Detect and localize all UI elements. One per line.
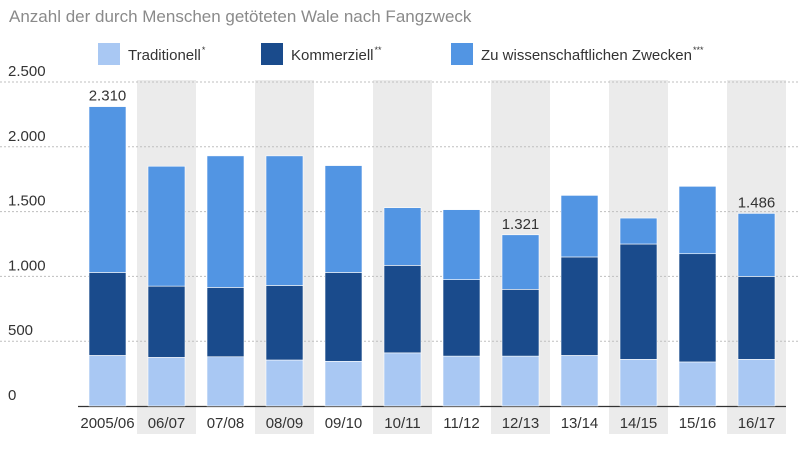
- bar-segment-kommerziell: [265, 285, 304, 361]
- legend-swatch: [98, 43, 120, 65]
- legend-label: Traditionell: [128, 47, 201, 64]
- bar-segment-wissenschaftlich: [147, 165, 186, 287]
- bar-segment-wissenschaftlich: [206, 155, 245, 288]
- legend-swatch: [261, 43, 283, 65]
- bar-segment-wissenschaftlich: [324, 165, 363, 273]
- bar-segment-traditionell: [147, 357, 186, 407]
- bar-segment-wissenschaftlich: [501, 234, 540, 290]
- x-tick-label: 11/12: [443, 415, 479, 432]
- legend-swatch: [451, 43, 473, 65]
- x-tick-label: 09/10: [325, 415, 363, 432]
- bar-segment-traditionell: [560, 355, 599, 407]
- bar-segment-wissenschaftlich: [383, 207, 422, 266]
- bar-segment-kommerziell: [324, 272, 363, 362]
- x-tick-label: 12/13: [502, 415, 540, 432]
- bar-segment-wissenschaftlich: [265, 155, 304, 286]
- x-tick-label: 06/07: [148, 415, 186, 432]
- bar-segment-kommerziell: [206, 287, 245, 358]
- legend-label: Kommerziell: [291, 47, 374, 64]
- bar-segment-wissenschaftlich: [442, 209, 481, 280]
- bar-segment-traditionell: [383, 352, 422, 407]
- legend-superscript: ***: [693, 45, 704, 55]
- x-tick-label: 14/15: [620, 415, 658, 432]
- bar-segment-traditionell: [265, 359, 304, 407]
- bar-segment-kommerziell: [678, 253, 717, 363]
- x-tick-label: 13/14: [561, 415, 599, 432]
- bar-segment-wissenschaftlich: [737, 213, 776, 277]
- bar-segment-kommerziell: [619, 243, 658, 360]
- data-label: 1.486: [738, 194, 776, 211]
- x-tick-label: 08/09: [266, 415, 304, 432]
- bar-segment-wissenschaftlich: [88, 106, 127, 273]
- bar-segment-traditionell: [501, 355, 540, 407]
- y-tick-label: 1.000: [8, 257, 46, 274]
- bar-segment-kommerziell: [737, 276, 776, 360]
- bar-segment-kommerziell: [560, 256, 599, 356]
- bar-segment-kommerziell: [501, 289, 540, 357]
- bar-segment-traditionell: [324, 360, 363, 407]
- y-tick-label: 1.500: [8, 193, 46, 210]
- y-tick-label: 500: [8, 322, 33, 339]
- bar-segment-kommerziell: [383, 265, 422, 354]
- gridlines: [0, 81, 800, 408]
- bar-segment-wissenschaftlich: [619, 217, 658, 245]
- bar-segment-traditionell: [206, 356, 245, 407]
- bar-segment-traditionell: [442, 355, 481, 407]
- bar-segment-kommerziell: [147, 285, 186, 358]
- bar-segment-wissenschaftlich: [678, 186, 717, 255]
- bar-segment-wissenschaftlich: [560, 195, 599, 258]
- bar-segment-traditionell: [737, 359, 776, 407]
- legend-superscript: **: [375, 45, 383, 55]
- bars: [88, 106, 776, 407]
- x-tick-label: 16/17: [738, 415, 776, 432]
- bar-segment-traditionell: [678, 361, 717, 407]
- bar-segment-kommerziell: [88, 272, 127, 356]
- y-tick-label: 0: [8, 387, 16, 404]
- x-tick-label: 15/16: [679, 415, 717, 432]
- x-tick-label: 07/08: [207, 415, 245, 432]
- data-label: 2.310: [89, 88, 127, 105]
- bar-segment-traditionell: [619, 359, 658, 407]
- legend-superscript: *: [202, 45, 206, 55]
- y-tick-label: 2.000: [8, 128, 46, 145]
- chart-title: Anzahl der durch Menschen getöteten Wale…: [9, 7, 472, 26]
- data-label: 1.321: [502, 216, 540, 233]
- x-tick-label: 2005/06: [80, 415, 134, 432]
- legend: Traditionell * Kommerziell ** Zu wissenschaf…: [98, 43, 704, 65]
- legend-label: Zu wissenschaftlichen Zwecken: [481, 47, 692, 64]
- y-tick-label: 2.500: [8, 63, 46, 80]
- x-tick-label: 10/11: [384, 415, 420, 432]
- bar-segment-kommerziell: [442, 279, 481, 357]
- bar-segment-traditionell: [88, 355, 127, 407]
- labels: 0 500 1.000 1.500 2.000 2.500 2005/06 06/07 07/0…: [8, 63, 775, 432]
